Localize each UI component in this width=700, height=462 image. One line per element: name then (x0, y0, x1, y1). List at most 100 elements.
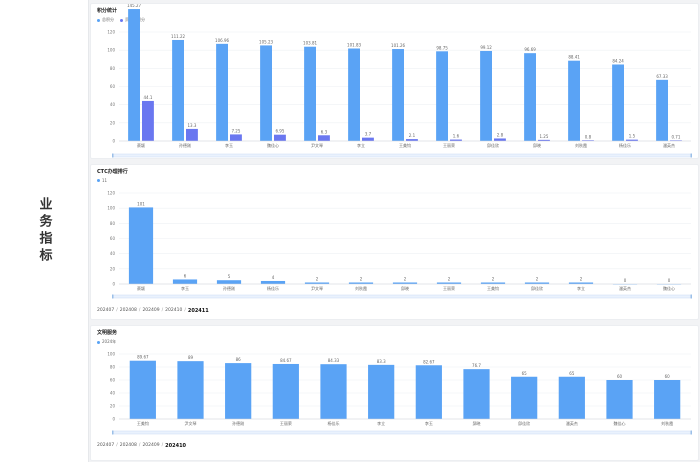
ctc-bar-chart: 020406080100120101蔡颖6李玉5孙德刚4杨佳乐2尹文琴2刘秋霞2… (107, 191, 693, 299)
bar (129, 360, 156, 419)
x-tick-label: 邱佳欣 (531, 285, 543, 291)
y-tick-label: 20 (110, 120, 116, 125)
bar-value-label: 0 (668, 278, 671, 283)
zoom-handle-left[interactable] (112, 430, 114, 435)
bar (216, 280, 242, 284)
bar (348, 282, 374, 284)
bar (654, 380, 681, 419)
x-tick-label: 邱佳欣 (487, 142, 499, 148)
zoom-slider[interactable] (112, 294, 692, 299)
breadcrumb-separator: / (161, 308, 164, 313)
bar-value-label: 145.27 (127, 4, 141, 8)
bar-value-label: 105.23 (259, 39, 273, 44)
bar-value-label: 101.83 (347, 43, 361, 48)
bar (260, 280, 286, 284)
x-tick-label: 王美钧 (137, 420, 149, 426)
bar-value-label: 89 (188, 355, 194, 360)
legend-item[interactable]: 11 (97, 178, 107, 183)
bar (177, 361, 204, 419)
points-chart-panel: 积分统计 总积分贡献值积分 020406080100120145.2744.1蔡… (90, 3, 699, 159)
breadcrumb-period[interactable]: 202410 (165, 308, 183, 313)
sidebar-title: 业务指标 (36, 197, 52, 265)
panel-title: 积分统计 (97, 8, 118, 14)
bar (606, 380, 633, 419)
legend-dot-icon (97, 18, 100, 22)
y-tick-label: 80 (110, 221, 116, 226)
legend-item[interactable]: 2024年 (97, 339, 116, 345)
legend-item[interactable]: 总积分 (97, 17, 114, 23)
bar-value-label: 60 (617, 374, 623, 379)
bar-value-label: 2 (404, 276, 407, 281)
bar (626, 139, 638, 141)
y-tick-label: 40 (110, 251, 116, 256)
bar-value-label: 6.95 (275, 129, 284, 134)
breadcrumb-period[interactable]: 202407 (97, 443, 115, 448)
x-tick-label: 尹文琴 (185, 420, 197, 426)
zoom-handle-right[interactable] (690, 153, 693, 158)
zoom-handle-right[interactable] (690, 430, 693, 435)
x-tick-label: 杨佳乐 (328, 420, 340, 426)
bar (230, 134, 242, 141)
breadcrumb-period[interactable]: 202407 (97, 308, 115, 313)
bar (511, 376, 538, 419)
x-tick-label: 李立 (357, 142, 365, 148)
breadcrumb-separator: / (138, 308, 141, 313)
bar-value-label: 44.1 (143, 95, 152, 100)
bar (172, 279, 198, 284)
y-tick-label: 20 (110, 266, 116, 271)
zoom-slider[interactable] (112, 153, 692, 158)
bar-value-label: 2.1 (409, 133, 416, 138)
bar (463, 369, 490, 419)
bar (272, 363, 299, 419)
zoom-slider[interactable] (112, 430, 692, 435)
breadcrumb-period[interactable]: 202411 (187, 308, 209, 314)
bar (128, 207, 154, 284)
bar (304, 46, 316, 141)
ctc-ranking-panel: CTC办理排行 11 0 20 40 60 80 100 120 101 蔡颖 6 李玉 5 孙德刚 4 杨… (90, 164, 699, 320)
bar (415, 365, 442, 419)
legend-label: 2024年 (102, 339, 117, 344)
zoom-handle-left[interactable] (112, 294, 114, 299)
bar-value-label: 2 (580, 276, 583, 281)
breadcrumb-period[interactable]: 202408 (119, 443, 137, 448)
zoom-handle-left[interactable] (112, 153, 114, 158)
bar-value-label: 3.7 (365, 132, 372, 137)
zoom-handle-right[interactable] (690, 294, 693, 299)
y-tick-label: 100 (107, 48, 115, 53)
bar-value-label: 86 (236, 357, 242, 362)
bar-value-label: 82.67 (423, 359, 435, 364)
y-tick-label: 120 (107, 30, 115, 35)
bar-value-label: 60 (665, 374, 671, 379)
bar (368, 364, 395, 419)
bar-value-label: 89.67 (137, 355, 149, 360)
bar-value-label: 6 (184, 273, 187, 278)
bar-value-label: 2 (448, 276, 451, 281)
y-tick-label: 120 (107, 191, 115, 196)
bar (216, 43, 228, 141)
breadcrumb-period[interactable]: 202409 (142, 443, 160, 448)
x-tick-label: 蔡颖 (137, 142, 145, 148)
bar-value-label: 111.22 (171, 34, 185, 39)
breadcrumb-period[interactable]: 202408 (119, 308, 137, 313)
y-tick-label: 80 (110, 365, 116, 370)
legend-dot-icon (97, 340, 100, 344)
points-bar-chart: 0 20 40 60 80 100 120 145.27 44.1 蔡颖 111.22 13.3 孙德刚… (107, 4, 693, 158)
bar (225, 363, 252, 419)
x-tick-label: 李立 (577, 285, 585, 291)
x-tick-label: 魏佳心 (267, 142, 279, 148)
bar-value-label: 106.96 (215, 38, 229, 43)
period-breadcrumb: 202407/202408/202409/202410/202411 (97, 308, 209, 314)
x-tick-label: 刘秋霞 (661, 420, 673, 426)
x-tick-label: 邱晓 (473, 420, 481, 426)
bar (392, 49, 404, 141)
breadcrumb-period[interactable]: 202410 (165, 443, 187, 449)
bar (392, 282, 418, 284)
breadcrumb-period[interactable]: 202409 (142, 308, 160, 313)
bar (172, 39, 184, 141)
x-tick-label: 孙德刚 (179, 142, 191, 148)
y-tick-label: 60 (110, 378, 116, 383)
panel-title: CTC办理排行 (97, 169, 128, 175)
bar-value-label: 65 (569, 371, 575, 376)
breadcrumb-separator: / (116, 443, 118, 448)
bar (494, 138, 506, 141)
